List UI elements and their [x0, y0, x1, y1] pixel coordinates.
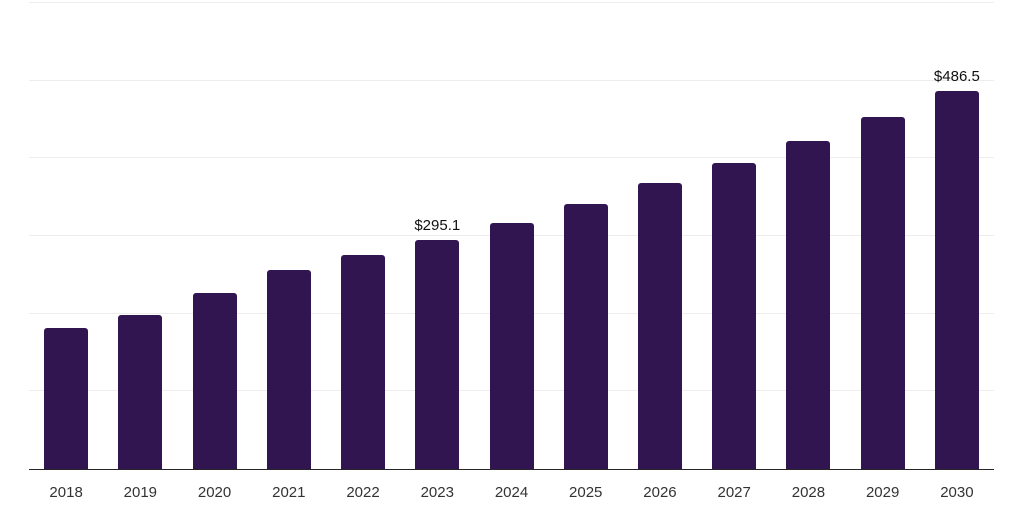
- bar-2018: [44, 327, 89, 469]
- x-tick-label-2022: 2022: [346, 484, 380, 501]
- data-label-2030: $486.5: [933, 68, 980, 86]
- x-tick-label-2021: 2021: [272, 484, 306, 501]
- x-tick-label-2026: 2026: [643, 484, 677, 501]
- bar-2022: [341, 254, 386, 469]
- gridline-400: [29, 157, 994, 159]
- bar-2024: [489, 222, 534, 469]
- gridline-500: [29, 79, 994, 81]
- bar-2030: [934, 91, 979, 469]
- bar-2025: [563, 204, 608, 469]
- data-label-2023: $295.1: [414, 216, 461, 234]
- x-tick-label-2019: 2019: [123, 484, 158, 501]
- x-tick-label-2030: 2030: [940, 484, 974, 501]
- bar-2019: [118, 314, 163, 469]
- x-tick-label-2024: 2024: [494, 484, 529, 501]
- x-tick-label-2025: 2025: [569, 484, 603, 501]
- x-tick-label-2020: 2020: [197, 484, 232, 501]
- x-tick-label-2028: 2028: [791, 484, 826, 501]
- x-tick-label-2023: 2023: [420, 484, 454, 501]
- bar-2027: [712, 163, 757, 469]
- bar-2028: [786, 140, 831, 469]
- x-axis-line: [29, 468, 994, 470]
- bar-2029: [860, 116, 905, 469]
- bar-2023: [415, 239, 460, 469]
- plot-area: 2018 2019 2020 2021 2022 $295.1 2023 2024 2025 20…: [29, 2, 994, 501]
- x-tick-label-2018: 2018: [49, 484, 83, 501]
- x-tick-label-2029: 2029: [865, 484, 900, 501]
- x-tick-label-2027: 2027: [717, 484, 751, 501]
- bar-2021: [266, 269, 311, 469]
- bar-2026: [637, 183, 682, 469]
- gridline-600: [29, 2, 994, 3]
- bar-2020: [192, 292, 237, 469]
